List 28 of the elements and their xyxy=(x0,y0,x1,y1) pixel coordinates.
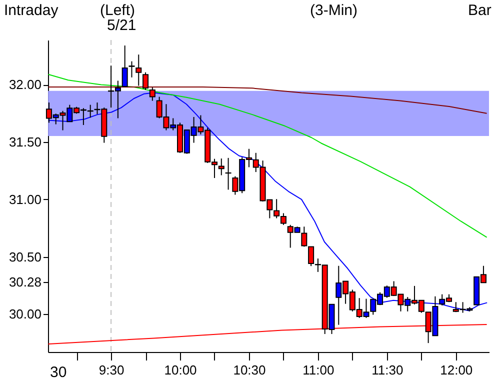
x-tick-label: 12:00 xyxy=(440,362,473,378)
candlestick xyxy=(149,86,156,102)
x-tick-label: 10:30 xyxy=(233,362,266,378)
candlestick xyxy=(218,158,224,176)
candlestick xyxy=(122,45,128,87)
text: (Left) xyxy=(100,2,136,19)
y-tick-label: 30.00 xyxy=(8,306,42,322)
y-tick-label: 31.50 xyxy=(8,134,42,150)
candlestick xyxy=(225,157,232,190)
candlestick xyxy=(87,104,94,118)
x-tick-label: 10:00 xyxy=(164,362,197,378)
text: 5/21 xyxy=(107,17,136,34)
candlestick xyxy=(136,54,142,86)
text: Bar xyxy=(468,2,492,19)
text: (3-Min) xyxy=(310,2,358,19)
x-tick-label: 9:30 xyxy=(98,362,124,378)
text: 30 xyxy=(50,364,67,381)
y-tick-label: 30.28 xyxy=(8,274,42,290)
candlestick xyxy=(142,72,149,91)
candlestick xyxy=(128,60,135,78)
y-tick-label: 31.00 xyxy=(8,192,42,207)
y-tick-label: 30.50 xyxy=(8,249,42,264)
y-tick-label: 32.00 xyxy=(8,77,42,92)
line-series xyxy=(48,86,488,114)
x-tick-label: 11:30 xyxy=(372,362,404,378)
chart-title: Intraday xyxy=(4,2,58,19)
line-series xyxy=(48,74,488,238)
x-tick-label: 11:00 xyxy=(302,362,334,378)
